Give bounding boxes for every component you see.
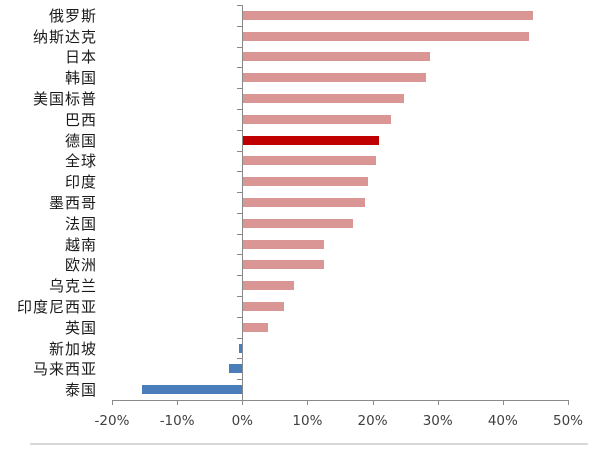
x-tick bbox=[177, 400, 179, 405]
x-tick bbox=[112, 400, 113, 405]
bar bbox=[243, 198, 366, 207]
y-tick bbox=[237, 46, 243, 48]
y-tick bbox=[237, 5, 243, 6]
y-tick bbox=[237, 337, 243, 339]
y-tick bbox=[237, 25, 243, 27]
bar bbox=[243, 322, 269, 332]
bar bbox=[243, 177, 368, 187]
bar bbox=[243, 301, 285, 311]
bar bbox=[243, 73, 426, 83]
bar bbox=[243, 260, 325, 270]
x-tick-label: 0% bbox=[231, 413, 253, 429]
x-tick bbox=[502, 400, 504, 405]
x-tick-label: 50% bbox=[552, 413, 583, 429]
category-label: 马来西亚 bbox=[32, 360, 97, 379]
y-tick bbox=[237, 254, 243, 256]
category-label: 美国标普 bbox=[32, 90, 97, 109]
category-label: 墨西哥 bbox=[48, 193, 97, 212]
y-tick bbox=[237, 67, 243, 69]
category-label: 新加坡 bbox=[48, 339, 97, 358]
category-label: 欧洲 bbox=[64, 256, 97, 275]
bar bbox=[243, 10, 534, 20]
y-tick bbox=[237, 171, 243, 173]
x-tick-label: -10% bbox=[159, 413, 195, 429]
y-axis-line bbox=[242, 5, 244, 400]
x-tick bbox=[372, 400, 374, 405]
y-tick bbox=[237, 212, 243, 214]
y-tick bbox=[237, 192, 243, 194]
x-tick-label: 20% bbox=[357, 413, 388, 429]
category-label: 泰国 bbox=[64, 381, 97, 400]
bar bbox=[141, 385, 243, 395]
x-tick bbox=[307, 400, 309, 405]
bar bbox=[243, 114, 391, 124]
category-label: 德国 bbox=[64, 131, 97, 150]
category-label: 全球 bbox=[64, 152, 97, 171]
bar bbox=[243, 218, 354, 228]
x-axis-line bbox=[112, 400, 568, 401]
category-label: 英国 bbox=[64, 318, 97, 337]
bar bbox=[229, 364, 243, 374]
y-tick bbox=[237, 316, 243, 318]
bar bbox=[243, 281, 295, 291]
y-tick bbox=[237, 108, 243, 110]
category-label: 日本 bbox=[64, 48, 97, 67]
bar bbox=[243, 94, 404, 104]
category-label: 印度 bbox=[64, 173, 97, 192]
bar bbox=[239, 343, 243, 353]
category-label: 法国 bbox=[64, 214, 97, 233]
x-tick-label: 30% bbox=[422, 413, 453, 429]
bar bbox=[243, 239, 325, 249]
bar bbox=[243, 52, 430, 62]
category-label: 越南 bbox=[64, 235, 97, 254]
y-tick bbox=[237, 379, 243, 381]
category-label: 巴西 bbox=[64, 110, 97, 129]
x-tick bbox=[437, 400, 439, 405]
bottom-divider bbox=[30, 443, 588, 445]
x-tick-label: -20% bbox=[94, 413, 130, 429]
y-tick bbox=[237, 150, 243, 152]
x-tick-label: 10% bbox=[292, 413, 323, 429]
category-label: 俄罗斯 bbox=[48, 6, 97, 25]
category-label: 纳斯达克 bbox=[32, 27, 97, 46]
y-tick bbox=[237, 358, 243, 360]
x-tick bbox=[242, 400, 244, 405]
bar bbox=[243, 156, 376, 166]
category-label: 印度尼西亚 bbox=[16, 297, 97, 316]
y-tick bbox=[237, 129, 243, 131]
bar bbox=[243, 135, 379, 145]
category-label: 韩国 bbox=[64, 69, 97, 88]
x-tick-label: 40% bbox=[487, 413, 518, 429]
y-tick bbox=[237, 233, 243, 235]
bar bbox=[243, 31, 529, 41]
x-tick bbox=[568, 400, 569, 405]
y-tick bbox=[237, 296, 243, 298]
category-label: 乌克兰 bbox=[48, 277, 97, 296]
y-tick bbox=[237, 88, 243, 90]
y-tick bbox=[237, 275, 243, 277]
